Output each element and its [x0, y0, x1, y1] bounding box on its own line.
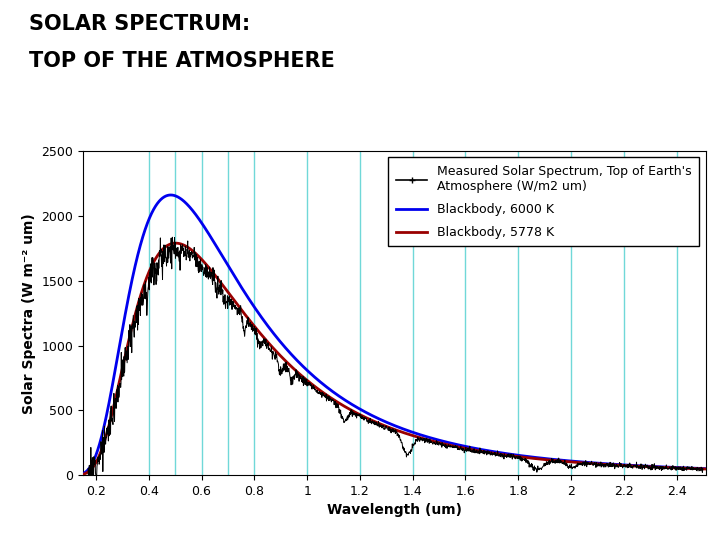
X-axis label: Wavelength (um): Wavelength (um) [327, 503, 462, 517]
Legend: Measured Solar Spectrum, Top of Earth's
Atmosphere (W/m2 um), Blackbody, 6000 K,: Measured Solar Spectrum, Top of Earth's … [389, 158, 699, 246]
Text: TOP OF THE ATMOSPHERE: TOP OF THE ATMOSPHERE [29, 51, 335, 71]
Text: SOLAR SPECTRUM:: SOLAR SPECTRUM: [29, 14, 250, 33]
Y-axis label: Solar Spectra (W m⁻² um): Solar Spectra (W m⁻² um) [22, 213, 36, 414]
